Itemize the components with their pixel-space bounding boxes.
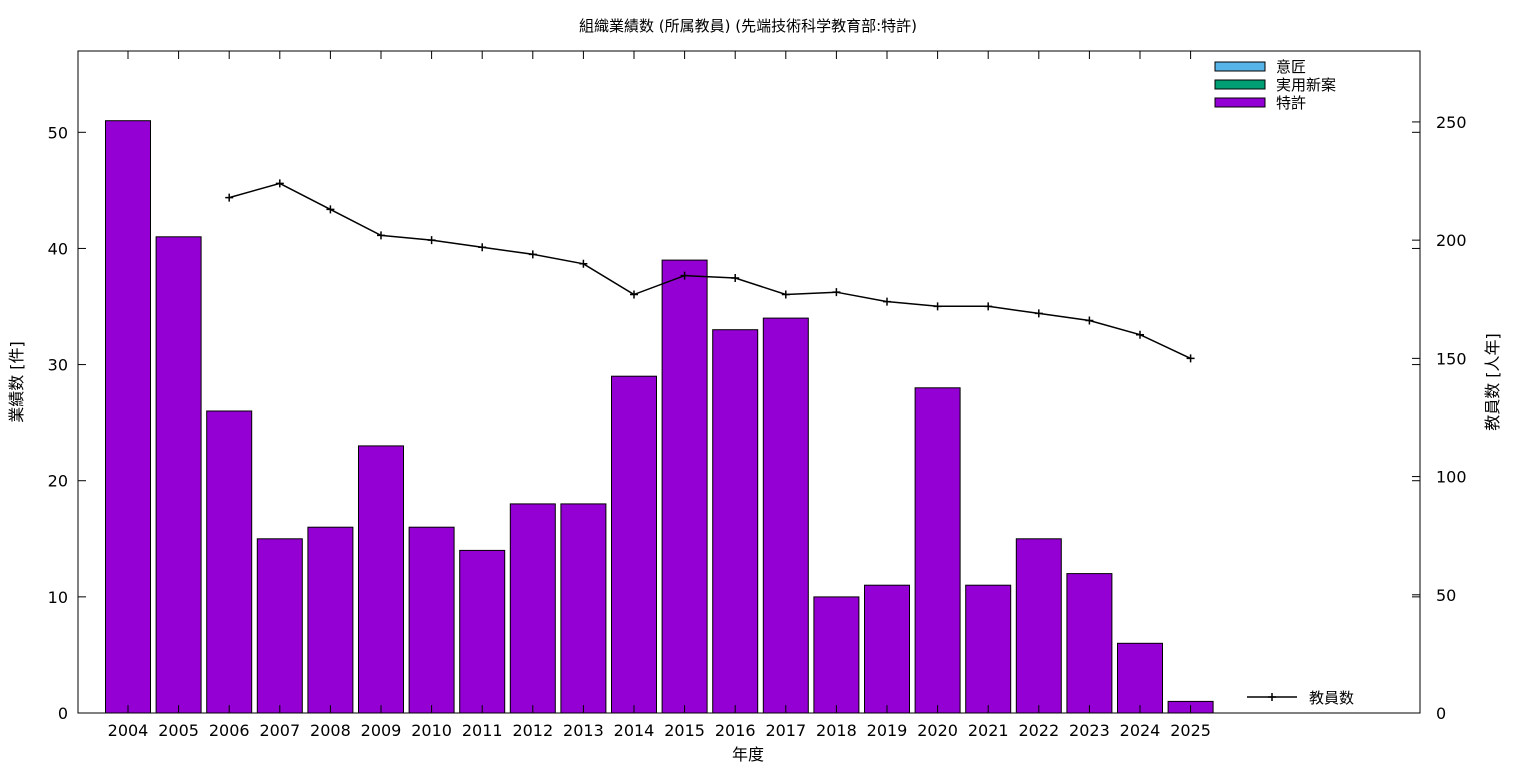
x-tick-label: 2025 [1170,721,1211,740]
right-axis-ticks: 0 50 100 150 200 250 [1412,113,1467,723]
y2-tick-label: 200 [1436,231,1467,250]
bar-2008-2 [307,526,354,714]
bar-2004-2 [105,120,151,714]
y2-tick-label: 150 [1436,349,1467,368]
y-tick-label: 30 [48,356,68,375]
faculty-point-2016 [731,273,740,282]
faculty-point-2009 [377,231,385,240]
y-tick-label: 20 [48,472,68,491]
x-tick-label: 2014 [614,721,655,740]
legend-swatch-1 [1214,79,1266,90]
legend-label-0: 意匠 [1276,58,1306,76]
bar-2021-2 [965,584,1012,714]
x-tick-label: 2019 [867,721,908,740]
faculty-point-2012 [528,250,537,259]
x-tick-label: 2017 [765,721,806,740]
x-tick-label: 2023 [1069,721,1110,740]
faculty-point-2021 [984,302,993,311]
faculty-line-group [225,179,1195,363]
chart-title: 組織業績数 (所属教員) (先端技術科学教育部:特許) [579,17,917,35]
x-tick-label: 2022 [1018,721,1059,740]
x-tick-label: 2018 [816,721,857,740]
bar-2020-2 [914,387,961,714]
bar-2015-2 [661,259,708,714]
line-legend-label: 教員数 [1309,689,1354,707]
faculty-point-2025 [1186,354,1195,363]
bar-2017-2 [762,317,809,714]
faculty-point-2023 [1085,316,1094,325]
x-tick-label: 2011 [462,721,503,740]
x-tick-label: 2009 [361,721,402,740]
faculty-point-2019 [883,297,891,306]
line-legend-marker [1268,693,1276,701]
faculty-point-2006 [225,193,234,202]
faculty-point-2018 [832,288,841,297]
bar-2018-2 [813,596,860,714]
faculty-point-2015 [680,271,689,280]
left-axis-ticks: 0 10 20 30 40 50 [48,123,1420,723]
y-tick-label: 40 [48,239,68,258]
x-tick-label: 2010 [411,721,452,740]
x-tick-label: 2021 [968,721,1009,740]
y-tick-label: 50 [48,123,68,142]
legend-label-1: 実用新案 [1276,76,1336,94]
y2-tick-label: 250 [1436,113,1467,132]
bar-2022-2 [1015,538,1062,714]
x-axis-ticks: 2004 2005 2006 2007 2008 2009 2010 2011 2012 2013… [108,51,1211,740]
x-tick-label: 2015 [664,721,705,740]
bar-2019-2 [864,584,910,714]
faculty-point-2007 [275,179,284,188]
x-axis-label: 年度 [732,745,764,764]
y-axis-label: 業績数 [件] [7,341,26,423]
faculty-point-2020 [933,302,942,311]
x-tick-label: 2005 [158,721,199,740]
line-legend: 教員数 [1247,689,1354,707]
bar-2009-2 [358,445,404,714]
faculty-point-2022 [1034,309,1043,318]
bar-2011-2 [459,549,506,714]
x-tick-label: 2016 [715,721,756,740]
y2-tick-label: 0 [1436,704,1446,723]
legend-swatch-0 [1214,61,1266,72]
faculty-point-2024 [1136,330,1144,339]
bar-2013-2 [560,503,607,714]
legend-label-2: 特許 [1276,94,1306,112]
faculty-point-2013 [579,259,588,268]
bar-2012-2 [509,503,556,714]
bar-2016-2 [712,329,759,714]
bar-2023-2 [1066,573,1113,714]
x-tick-label: 2012 [512,721,553,740]
faculty-line [228,182,1191,360]
x-tick-label: 2008 [310,721,351,740]
y2-tick-label: 100 [1436,468,1467,487]
x-tick-label: 2007 [259,721,300,740]
y2-tick-label: 50 [1436,586,1456,605]
faculty-point-2014 [630,290,638,299]
bar-2006-2 [206,410,253,714]
legend-swatch-2 [1214,97,1266,108]
bar-2014-2 [611,375,657,714]
faculty-point-2010 [427,236,436,245]
x-tick-label: 2004 [108,721,149,740]
plot-frame [77,50,1421,714]
x-tick-label: 2020 [917,721,958,740]
x-tick-label: 2006 [209,721,250,740]
y-tick-label: 10 [48,588,68,607]
bar-2024-2 [1117,642,1163,714]
bars-group [105,120,1214,714]
faculty-point-2008 [326,205,335,214]
bar-2007-2 [256,538,303,714]
y2-axis-label: 教員数 [人年] [1483,333,1502,431]
y-tick-label: 0 [58,704,68,723]
x-tick-label: 2024 [1120,721,1161,740]
faculty-point-2017 [781,290,790,299]
bar-2010-2 [408,526,455,714]
x-tick-label: 2013 [563,721,604,740]
bar-2005-2 [155,236,202,714]
faculty-point-2011 [478,243,487,252]
